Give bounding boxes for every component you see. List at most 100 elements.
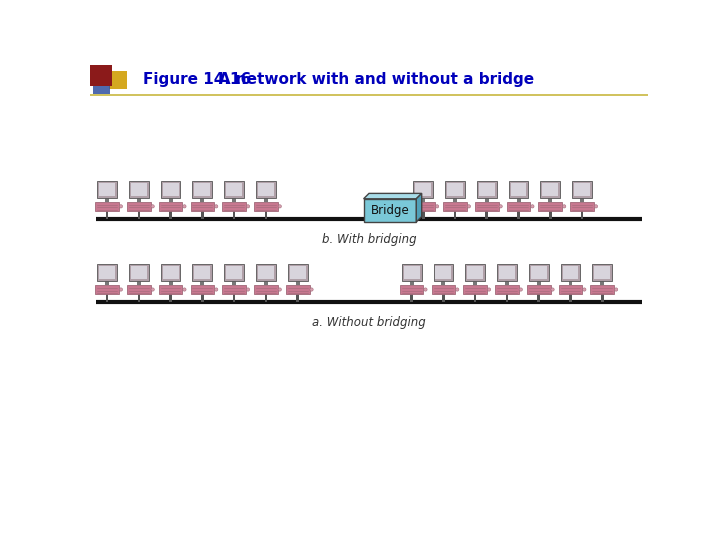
Bar [402, 264, 421, 281]
Bar [201, 294, 204, 302]
Circle shape [120, 205, 122, 208]
Circle shape [436, 205, 438, 208]
Bar [265, 294, 267, 302]
Bar [507, 202, 531, 211]
Circle shape [531, 205, 534, 208]
Bar [95, 202, 119, 211]
Bar [131, 266, 147, 279]
Bar [542, 183, 558, 196]
Bar [169, 294, 172, 302]
Circle shape [278, 288, 282, 291]
Bar [474, 294, 477, 302]
Circle shape [246, 205, 250, 208]
Bar [258, 183, 274, 196]
Bar [575, 183, 590, 196]
Circle shape [120, 288, 122, 291]
Bar [410, 281, 413, 285]
Bar [169, 211, 172, 219]
Bar [436, 266, 451, 279]
Circle shape [151, 288, 154, 291]
Bar [200, 198, 204, 202]
Bar [590, 285, 614, 294]
Bar [581, 211, 583, 219]
Bar [495, 285, 519, 294]
Bar [497, 264, 517, 281]
Bar [442, 294, 445, 302]
Bar [99, 183, 115, 196]
Bar [168, 281, 173, 285]
Bar [168, 198, 173, 202]
Bar [473, 281, 477, 285]
Circle shape [614, 288, 618, 291]
Bar [570, 202, 594, 211]
Bar [232, 198, 236, 202]
Bar [254, 202, 278, 211]
Bar [222, 285, 246, 294]
Circle shape [456, 288, 459, 291]
Circle shape [551, 288, 554, 291]
Bar [422, 211, 425, 219]
Bar [224, 264, 244, 281]
Bar [570, 294, 572, 302]
Bar [296, 281, 300, 285]
Bar [413, 181, 433, 198]
Bar [561, 264, 580, 281]
Bar [562, 266, 578, 279]
Bar [137, 198, 141, 202]
Bar [192, 181, 212, 198]
Bar [106, 294, 109, 302]
Text: Bridge: Bridge [371, 204, 409, 217]
Bar [138, 211, 140, 219]
Circle shape [582, 288, 586, 291]
Bar [256, 181, 276, 198]
Bar [233, 294, 235, 302]
Circle shape [594, 205, 598, 208]
Circle shape [499, 205, 503, 208]
Bar [475, 202, 499, 211]
Bar [129, 264, 149, 281]
Bar [127, 202, 150, 211]
Circle shape [487, 288, 490, 291]
Bar [131, 183, 147, 196]
Circle shape [246, 288, 250, 291]
Bar [467, 266, 483, 279]
Bar [463, 285, 487, 294]
Bar [265, 211, 267, 219]
Bar [453, 198, 457, 202]
Bar [600, 281, 604, 285]
Bar [194, 266, 210, 279]
Bar [509, 181, 528, 198]
Bar [93, 77, 110, 94]
Bar [549, 211, 552, 219]
Bar [593, 264, 612, 281]
Bar [161, 264, 181, 281]
Bar [224, 181, 244, 198]
Bar [421, 198, 426, 202]
Bar [264, 281, 268, 285]
Bar [106, 211, 109, 219]
Bar [201, 211, 204, 219]
Bar [536, 281, 541, 285]
Bar [127, 285, 150, 294]
Bar [194, 183, 210, 196]
Bar [161, 181, 181, 198]
Bar [97, 264, 117, 281]
Bar [410, 294, 413, 302]
Bar [200, 281, 204, 285]
Circle shape [310, 288, 313, 291]
Bar [288, 264, 307, 281]
Bar [499, 266, 515, 279]
Bar [505, 294, 508, 302]
Bar [158, 285, 182, 294]
Bar [431, 285, 455, 294]
Bar [192, 264, 212, 281]
Bar [445, 181, 465, 198]
Bar [433, 264, 454, 281]
Bar [109, 71, 127, 90]
Bar [163, 266, 179, 279]
Bar [441, 281, 446, 285]
Bar [531, 266, 546, 279]
Bar [541, 181, 560, 198]
Bar [158, 202, 182, 211]
Bar [90, 65, 648, 94]
